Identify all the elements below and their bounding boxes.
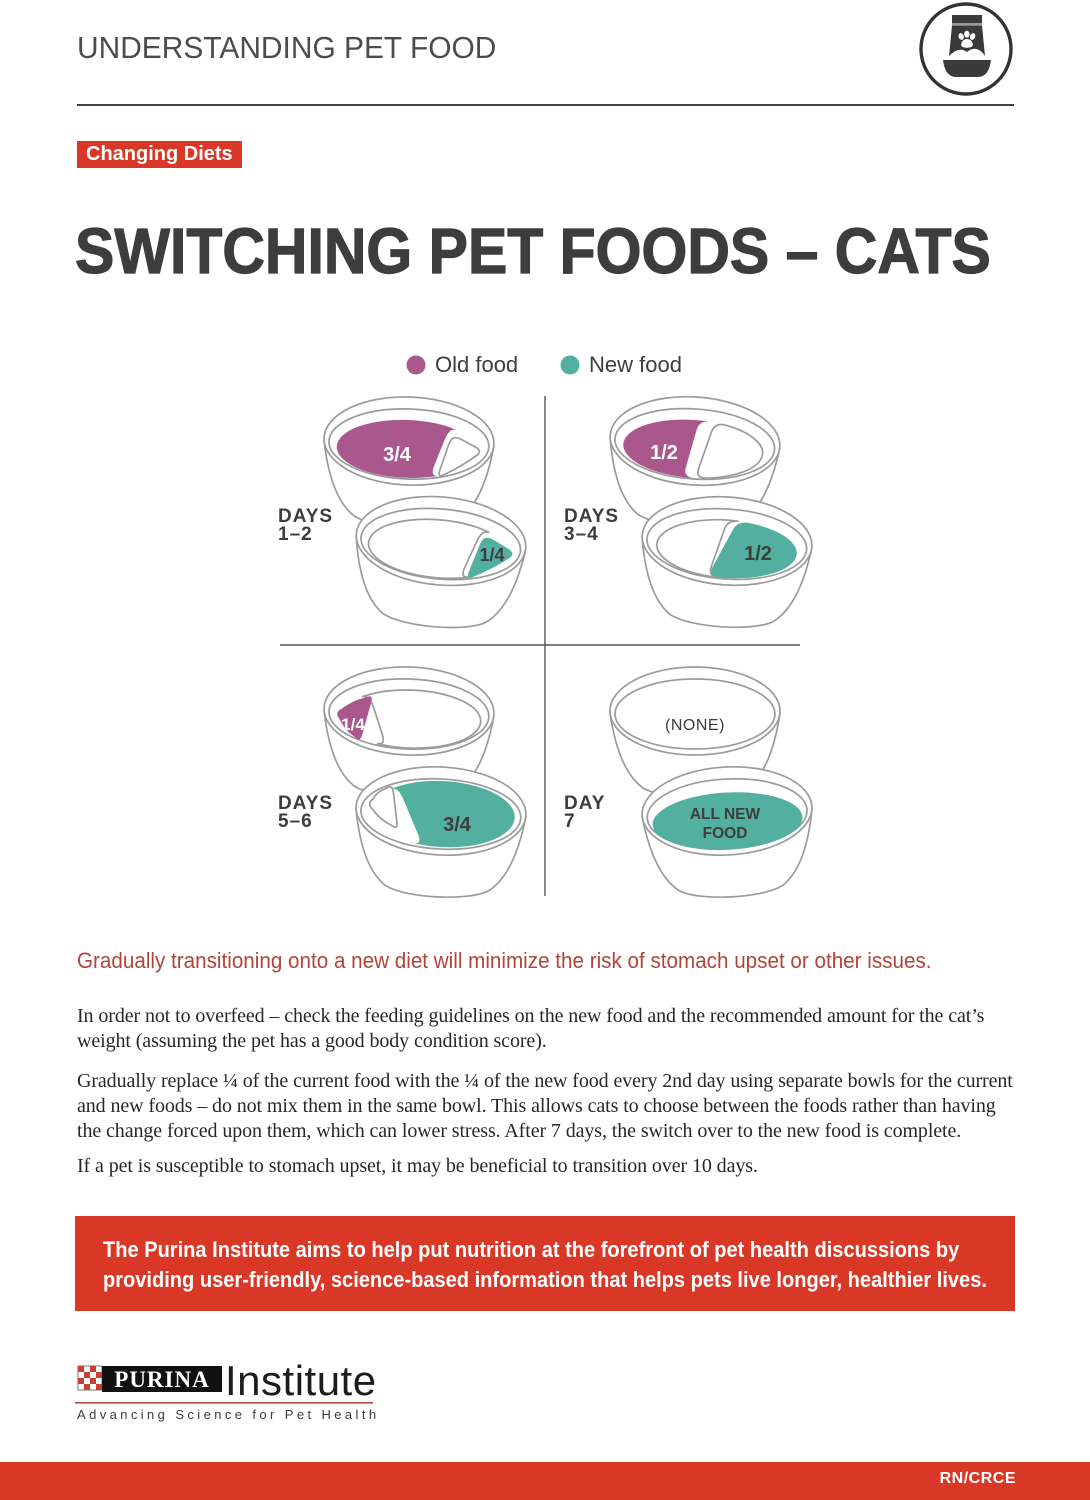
svg-text:1/4: 1/4 bbox=[479, 545, 504, 565]
svg-text:PURINA: PURINA bbox=[114, 1367, 209, 1392]
svg-text:Institute: Institute bbox=[225, 1360, 377, 1404]
svg-text:1–2: 1–2 bbox=[278, 524, 313, 545]
svg-text:DAY: DAY bbox=[564, 793, 605, 814]
svg-text:(NONE): (NONE) bbox=[665, 717, 725, 734]
svg-text:1/2: 1/2 bbox=[744, 543, 772, 565]
svg-text:Old food: Old food bbox=[435, 352, 518, 377]
svg-text:1/2: 1/2 bbox=[650, 442, 678, 464]
svg-text:3/4: 3/4 bbox=[443, 814, 472, 836]
svg-text:New food: New food bbox=[589, 352, 682, 377]
svg-text:7: 7 bbox=[564, 811, 576, 832]
svg-text:1/4: 1/4 bbox=[341, 715, 365, 734]
svg-text:3–4: 3–4 bbox=[564, 524, 599, 545]
svg-text:3/4: 3/4 bbox=[383, 444, 412, 466]
svg-text:ALL NEW: ALL NEW bbox=[690, 806, 761, 823]
svg-text:Advancing Science for Pet Heal: Advancing Science for Pet Health bbox=[77, 1407, 379, 1422]
svg-text:5–6: 5–6 bbox=[278, 811, 313, 832]
svg-text:FOOD: FOOD bbox=[703, 825, 748, 842]
svg-text:DAYS: DAYS bbox=[564, 506, 619, 527]
svg-text:DAYS: DAYS bbox=[278, 793, 333, 814]
svg-text:DAYS: DAYS bbox=[278, 506, 333, 527]
